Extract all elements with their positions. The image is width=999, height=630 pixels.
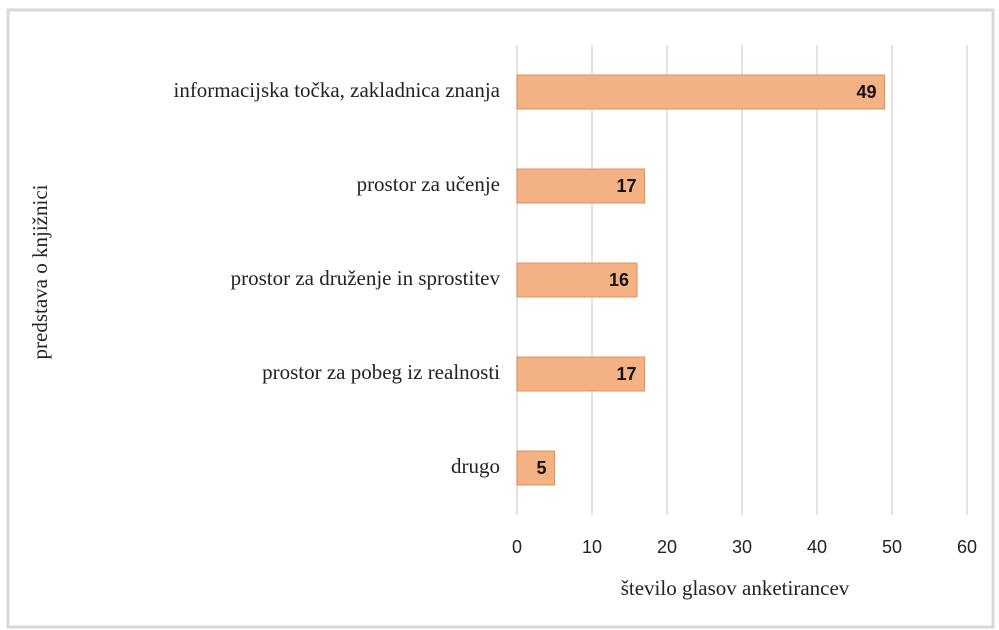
x-tick-label: 20 — [657, 537, 677, 557]
bar — [516, 356, 645, 392]
x-tick-label: 50 — [882, 537, 902, 557]
data-label: 49 — [856, 82, 876, 102]
data-label: 17 — [616, 364, 636, 384]
x-tick-label: 0 — [512, 537, 522, 557]
x-tick-label: 60 — [957, 537, 977, 557]
bar — [516, 168, 645, 204]
bar — [516, 74, 885, 110]
bar — [516, 262, 638, 298]
y-tick-label: informacijska točka, zakladnica znanja — [173, 78, 500, 102]
data-label: 17 — [616, 176, 636, 196]
y-tick-label: prostor za druženje in sprostitev — [231, 266, 501, 290]
chart-frame — [6, 8, 995, 629]
x-tick-label: 40 — [807, 537, 827, 557]
y-axis-title: predstava o knjižnici — [28, 184, 52, 359]
bar — [516, 450, 555, 486]
x-tick-label: 10 — [582, 537, 602, 557]
y-tick-label: drugo — [451, 454, 500, 478]
y-tick-label: prostor za pobeg iz realnosti — [262, 360, 500, 384]
x-axis-title: število glasov anketirancev — [621, 576, 850, 600]
x-tick-label: 30 — [732, 537, 752, 557]
data-label: 5 — [536, 458, 546, 478]
data-label: 16 — [609, 270, 629, 290]
y-tick-label: prostor za učenje — [357, 172, 500, 196]
